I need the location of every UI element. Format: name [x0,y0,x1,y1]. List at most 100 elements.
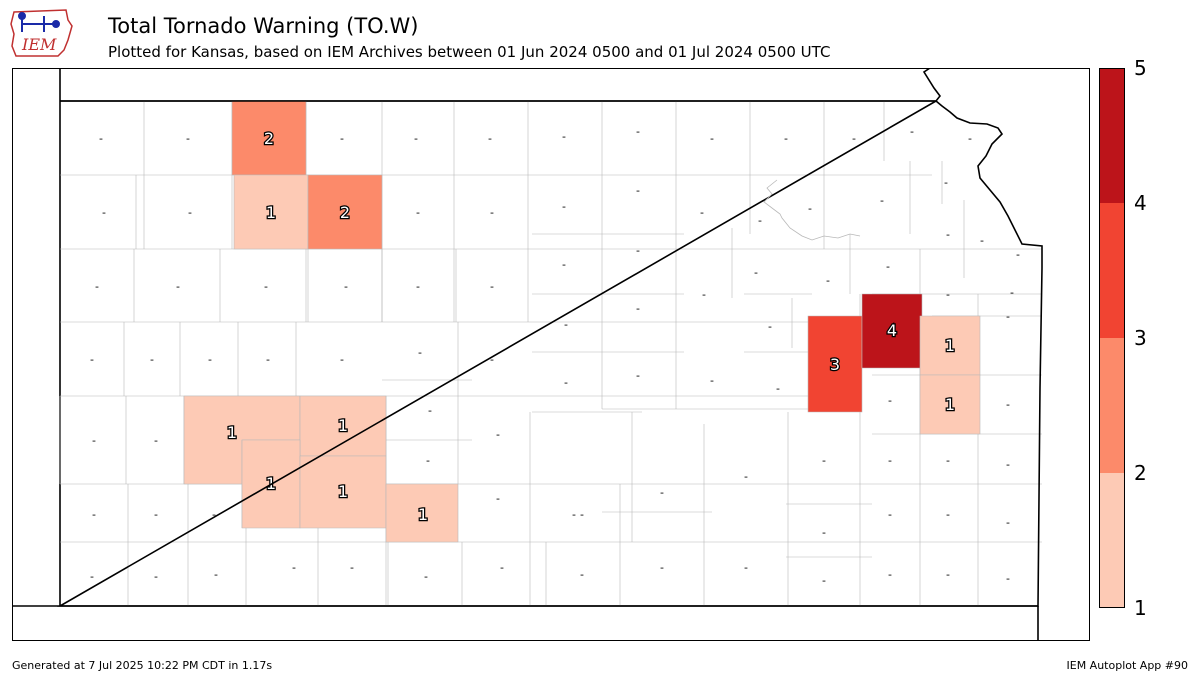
county-polygon [919,374,981,435]
county-polygon [385,483,459,543]
no-data-dash: - [710,132,714,145]
no-data-dash: - [564,318,568,331]
legend-bin-3 [1099,203,1125,338]
county-count-label: 1 [227,423,237,442]
county-count-label: 2 [340,203,350,222]
no-data-dash: - [150,353,154,366]
no-data-dash: - [852,132,856,145]
no-data-dash: - [702,288,706,301]
no-data-dash: - [700,206,704,219]
county-count-label: 1 [945,336,955,355]
county-count-label: 1 [338,482,348,501]
no-data-dash: - [496,492,500,505]
county-count-label: 1 [338,416,348,435]
no-data-dash: - [822,526,826,539]
legend-bin-2 [1099,338,1125,473]
legend-tick-2: 2 [1134,461,1147,485]
no-data-dash: - [784,132,788,145]
logo-text: IEM [21,35,57,54]
legend-tick-3: 3 [1134,326,1147,350]
no-data-dash: - [946,228,950,241]
no-data-dash: - [822,574,826,587]
no-data-dash: - [946,568,950,581]
no-data-dash: - [744,561,748,574]
no-data-dash: - [416,206,420,219]
no-data-dash: - [968,132,972,145]
no-data-dash: - [564,376,568,389]
no-data-dash: - [888,454,892,467]
county-count-label: 1 [266,203,276,222]
weather-station-icon [18,12,60,32]
no-data-dash: - [490,206,494,219]
no-data-dash: - [154,508,158,521]
app-id: IEM Autoplot App #90 [1066,659,1189,672]
no-data-dash: - [1006,572,1010,585]
no-data-dash: - [888,568,892,581]
no-data-dash: - [572,508,576,521]
no-data-dash: - [768,320,772,333]
no-data-dash: - [888,394,892,407]
no-data-dash: - [340,353,344,366]
no-data-dash: - [176,280,180,293]
no-data-dash: - [636,302,640,315]
no-data-dash: - [776,382,780,395]
no-data-dash: - [1006,516,1010,529]
no-data-dash: - [710,374,714,387]
no-data-dash: - [944,176,948,189]
no-data-dash: - [946,454,950,467]
county-polygon [307,174,383,250]
no-data-dash: - [92,434,96,447]
no-data-dash: - [340,132,344,145]
no-data-dash: - [826,274,830,287]
no-data-dash: - [424,570,428,583]
no-data-dash: - [946,288,950,301]
no-data-dash: - [426,454,430,467]
no-data-dash: - [636,184,640,197]
iem-logo: IEM [10,9,73,57]
legend-tick-1: 1 [1134,596,1147,620]
no-data-dash: - [758,214,762,227]
no-data-dash: - [90,353,94,366]
page-title: Total Tornado Warning (TO.W) [108,14,419,38]
no-data-dash: - [208,353,212,366]
no-data-dash: - [428,404,432,417]
no-data-dash: - [1006,310,1010,323]
no-data-dash: - [500,561,504,574]
no-data-dash: - [1010,286,1014,299]
river-boundary [763,179,861,241]
legend-bin-4 [1099,68,1125,203]
no-data-dash: - [822,454,826,467]
county-count-label: 1 [418,505,428,524]
kansas-state-outline [57,68,1043,607]
no-data-dash: - [636,125,640,138]
no-data-dash: - [980,234,984,247]
no-data-dash: - [99,132,103,145]
no-data-dash: - [154,434,158,447]
no-data-dash: - [214,568,218,581]
no-data-dash: - [92,508,96,521]
no-data-markers: - - - - - - - - - - - - - - - - - - - - - - - - - - - - - - - - - - - - - - - -… [90,125,1020,587]
no-data-dash: - [416,280,420,293]
no-data-dash: - [946,508,950,521]
no-data-dash: - [754,266,758,279]
no-data-dash: - [90,570,94,583]
iowa-outline-icon [10,9,73,57]
no-data-dash: - [154,570,158,583]
no-data-dash: - [490,280,494,293]
no-data-dash: - [1016,248,1020,261]
no-data-dash: - [1006,458,1010,471]
no-data-dash: - [660,486,664,499]
county-count-label: 4 [887,321,897,340]
no-data-dash: - [102,206,106,219]
no-data-dash: - [344,280,348,293]
no-data-dash: - [350,561,354,574]
no-data-dash: - [292,561,296,574]
legend-tick-4: 4 [1134,191,1147,215]
no-data-dash: - [186,132,190,145]
no-data-dash: - [488,132,492,145]
page-subtitle: Plotted for Kansas, based on IEM Archive… [108,43,831,61]
legend-bin-1 [1099,473,1125,608]
no-data-dash: - [1006,398,1010,411]
no-data-dash: - [264,280,268,293]
